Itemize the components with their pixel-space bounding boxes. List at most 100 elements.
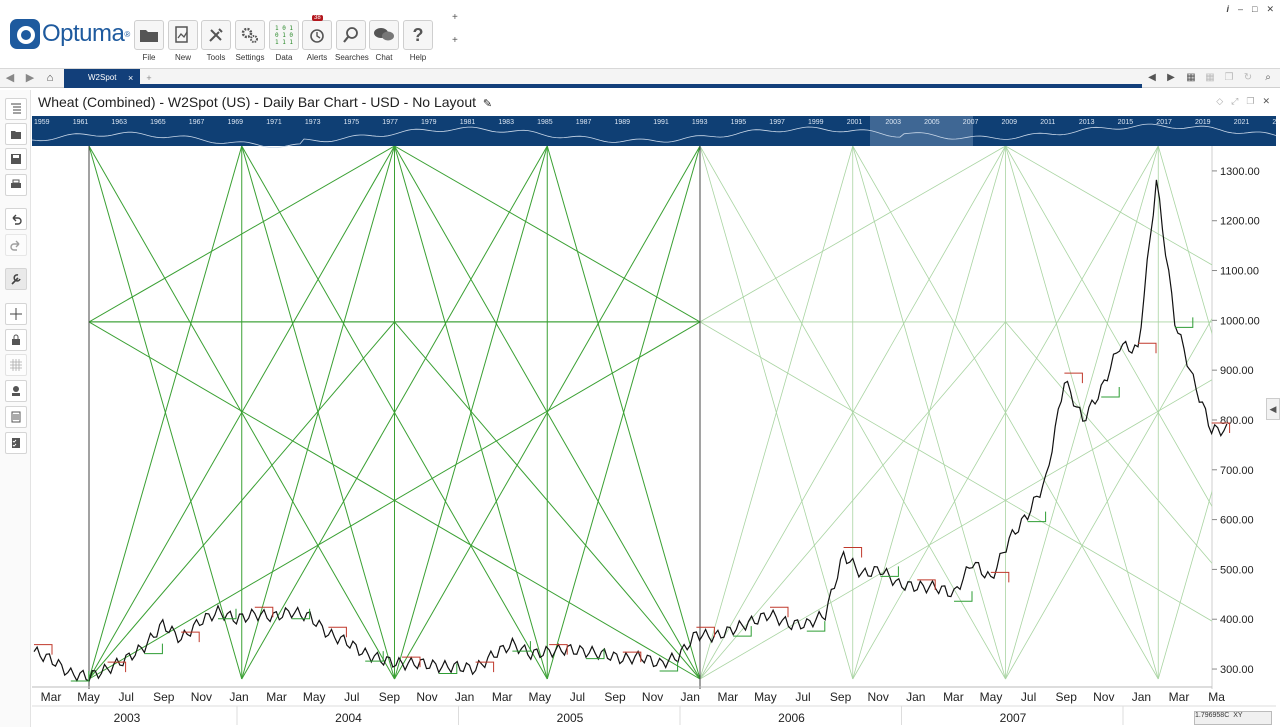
stamp-icon[interactable] (5, 380, 27, 402)
swing-step (475, 661, 495, 673)
grid-toggle-icon[interactable] (5, 354, 27, 376)
new-tab-button[interactable]: + (146, 73, 152, 83)
tab-close-icon[interactable]: × (128, 73, 134, 83)
swing-step (291, 608, 311, 620)
document-icon[interactable] (5, 406, 27, 428)
overview-year-label: 2003 (885, 119, 901, 126)
open-folder-icon[interactable] (5, 123, 27, 145)
settings-button[interactable]: Settings (234, 20, 266, 62)
x-month-label: Jul (344, 690, 359, 704)
searches-button[interactable]: Searches (335, 20, 369, 62)
crosshair-icon[interactable] (5, 303, 27, 325)
x-month-label: Jan (455, 690, 474, 704)
swing-step (954, 591, 973, 602)
swing-step (622, 651, 642, 663)
swing-step (917, 579, 936, 590)
swing-step (843, 546, 863, 558)
gann-grid (88, 146, 701, 680)
tools-button[interactable]: Tools (200, 20, 232, 62)
x-month-label: Sep (153, 690, 175, 704)
overview-year-label: 1961 (73, 119, 89, 126)
new-button[interactable]: New (167, 20, 199, 62)
x-month-label: Jan (1132, 690, 1151, 704)
x-month-label: Mar (717, 690, 738, 704)
diamond-icon[interactable]: ◇ (1216, 96, 1224, 106)
forward-arrow-icon[interactable]: ▶ (25, 72, 35, 84)
chevron-left-icon[interactable]: ◀ (1148, 72, 1156, 83)
searches-label: Searches (335, 53, 369, 62)
alerts-label: Alerts (306, 53, 328, 62)
pin-icon[interactable]: ⤢ (1231, 96, 1239, 106)
wrench-icon[interactable] (5, 268, 27, 290)
y-tick-label: 1000.00 (1220, 315, 1260, 327)
y-tick-label: 1100.00 (1220, 266, 1259, 278)
chart-close-icon[interactable]: ✕ (1262, 96, 1270, 106)
ribbon-expand-b[interactable]: + (452, 35, 458, 46)
x-month-label: Mar (943, 690, 964, 704)
tree-icon[interactable] (5, 98, 27, 120)
gann-line (699, 146, 1006, 680)
chevron-right-icon[interactable]: ▶ (1167, 72, 1175, 83)
save-icon[interactable] (5, 148, 27, 170)
overview-year-label: 1977 (382, 119, 398, 126)
cascade-icon[interactable]: ❐ (1224, 72, 1234, 83)
redo-icon[interactable] (5, 234, 27, 256)
restore-icon[interactable]: ❐ (1246, 96, 1255, 106)
data-icon: 1 0 1 0 1 0 1 1 1 (269, 20, 299, 50)
ribbon-expand-a[interactable]: + (452, 12, 458, 23)
help-button[interactable]: ? Help (402, 20, 434, 62)
grid-icon[interactable]: ▦ (1205, 72, 1215, 83)
back-arrow-icon[interactable]: ◀ (5, 72, 15, 84)
gann-line (1157, 489, 1212, 680)
layout-icon[interactable]: ▦ (1186, 72, 1196, 83)
file-button[interactable]: File (133, 20, 165, 62)
close-button[interactable]: ✕ (1266, 4, 1274, 14)
gann-line (699, 146, 1006, 323)
gann-line (1005, 146, 1159, 680)
zoom-icon[interactable]: ⌕ (1265, 72, 1271, 83)
overview-year-label: 2001 (847, 119, 863, 126)
overview-year-label: 1969 (228, 119, 244, 126)
chat-label: Chat (375, 53, 393, 62)
swing-step (659, 661, 679, 672)
x-month-label: May (754, 690, 777, 704)
maximize-button[interactable]: □ (1252, 4, 1258, 14)
print-icon[interactable] (5, 174, 27, 196)
collapse-panel-button[interactable]: ◀ (1266, 398, 1280, 420)
overview-year-label: 1959 (34, 119, 50, 126)
swing-step (1101, 387, 1120, 398)
overview-year-label: 1967 (189, 119, 205, 126)
logo-text: Optuma (42, 20, 125, 47)
edit-pencil-icon[interactable]: ✎ (482, 98, 493, 110)
alerts-button[interactable]: 38 Alerts (301, 15, 333, 62)
overview-year-label: 2005 (924, 119, 940, 126)
x-month-label: Mar (266, 690, 287, 704)
chat-button[interactable]: Chat (368, 20, 400, 62)
tab-w2spot[interactable]: W2Spot × (64, 69, 140, 87)
x-month-label: May (77, 690, 100, 704)
minimize-button[interactable]: – (1238, 4, 1244, 14)
price-chart[interactable]: 1959 1961 1963 1965 1967 1969 1971 1973 1975 1977… (32, 116, 1276, 725)
gann-line (88, 146, 395, 680)
lock-icon[interactable] (5, 329, 27, 351)
search-icon (343, 27, 358, 43)
gann-line (394, 146, 701, 680)
swing-step (181, 631, 200, 643)
axis-scale-readout[interactable]: 1.796958C XY (1194, 711, 1272, 725)
swing-step (880, 566, 899, 577)
swing-step (733, 626, 752, 637)
refresh-icon[interactable]: ↻ (1243, 72, 1253, 83)
info-icon[interactable]: i (1226, 4, 1229, 14)
gann-line (852, 146, 1006, 680)
overview-price-line (32, 123, 1276, 148)
gann-line (394, 321, 701, 680)
alarm-clock-icon (310, 29, 324, 43)
swing-step (1174, 317, 1194, 328)
checklist-icon[interactable] (5, 432, 27, 454)
help-label: Help (409, 53, 427, 62)
undo-icon[interactable] (5, 208, 27, 230)
data-label: Data (275, 53, 293, 62)
overview-year-label: 2017 (1156, 119, 1172, 126)
data-button[interactable]: 1 0 1 0 1 0 1 1 1 Data (268, 20, 300, 62)
home-icon[interactable]: ⌂ (46, 72, 54, 84)
